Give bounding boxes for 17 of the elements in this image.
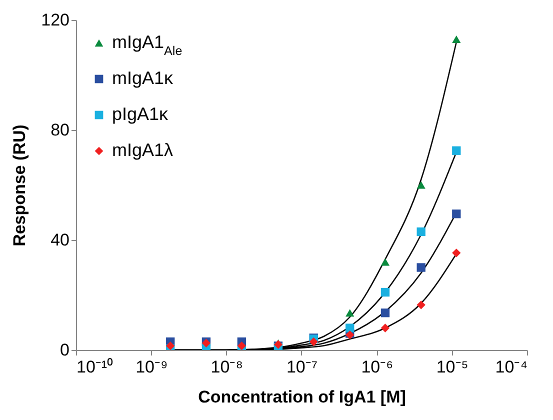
x-tick-label: 10⁻⁷ xyxy=(286,358,318,376)
legend-label: mIgA1$_{Ale}$ xyxy=(112,32,182,58)
x-tick-label: 10⁻⁶ xyxy=(361,358,394,376)
y-tick-label: 120 xyxy=(41,10,70,30)
y-tick-label: 80 xyxy=(50,120,70,140)
x-axis-title: Concentration of IgA1 [M] xyxy=(198,388,406,406)
x-tick-label: 10⁻⁴ xyxy=(495,358,528,376)
y-axis-title: Response (RU) xyxy=(10,124,30,246)
y-tick-label: 40 xyxy=(50,230,70,250)
y-tick-label: 0 xyxy=(60,340,70,360)
legend-label: mIgA1λ xyxy=(112,140,174,160)
legend-label: mIgA1κ xyxy=(112,68,174,88)
x-tick-label: 10⁻⁵ xyxy=(436,358,468,376)
legend-label: pIgA1κ xyxy=(112,104,170,124)
x-tick-label: 10⁻⁸ xyxy=(210,358,243,376)
x-tick-label: 10⁻⁹ xyxy=(136,358,168,376)
x-tick-label: 10⁻¹⁰ xyxy=(76,358,114,376)
